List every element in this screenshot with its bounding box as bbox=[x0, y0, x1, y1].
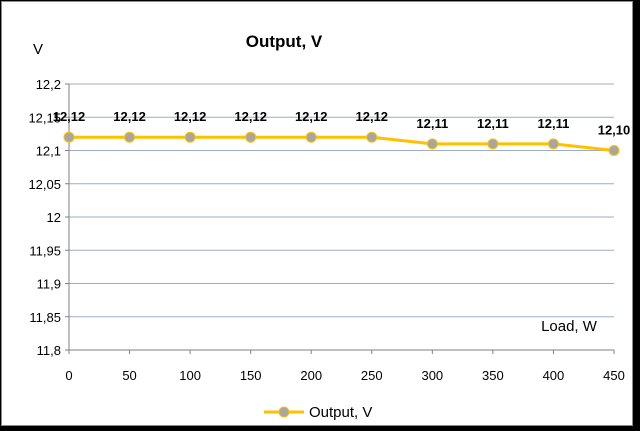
data-label-5: 12,12 bbox=[356, 109, 389, 124]
x-tick-labels: 0 50 100 150 200 250 300 350 400 450 bbox=[65, 368, 624, 383]
y-tick-label-1: 11,85 bbox=[29, 310, 61, 325]
data-label-0: 12,12 bbox=[53, 109, 86, 124]
data-point-6 bbox=[426, 138, 438, 150]
data-label-4: 12,12 bbox=[295, 109, 328, 124]
y-tick-label-5: 12,05 bbox=[28, 177, 61, 192]
data-label-3: 12,12 bbox=[234, 109, 267, 124]
output-voltage-chart: 11,8 11,85 11,9 11,95 12 12,05 12,1 12,15 12,2 0… bbox=[28, 32, 631, 421]
y-tick-label-8: 12,2 bbox=[36, 77, 61, 92]
chart-frame: 11,8 11,85 11,9 11,95 12 12,05 12,1 12,15 12,2 0… bbox=[1, 1, 633, 426]
data-label-8: 12,11 bbox=[538, 116, 570, 131]
data-label-1: 12,12 bbox=[113, 109, 146, 124]
legend: Output, V bbox=[264, 404, 372, 421]
data-point-2 bbox=[184, 131, 196, 143]
series-output-v bbox=[63, 131, 620, 156]
x-tick-label-3: 150 bbox=[240, 368, 262, 383]
data-point-0 bbox=[63, 131, 75, 143]
data-label-7: 12,11 bbox=[477, 116, 509, 131]
data-point-8 bbox=[547, 138, 559, 150]
x-tick-label-0: 0 bbox=[65, 368, 72, 383]
data-label-2: 12,12 bbox=[174, 109, 207, 124]
x-tick-label-8: 400 bbox=[543, 368, 565, 383]
data-point-4 bbox=[305, 131, 317, 143]
data-point-9 bbox=[608, 145, 620, 156]
x-tick-label-5: 250 bbox=[361, 368, 383, 383]
y-tick-label-7: 12,15 bbox=[28, 110, 61, 125]
data-point-1 bbox=[124, 131, 136, 143]
x-axis-title: Load, W bbox=[541, 318, 598, 335]
series-line-output-v bbox=[69, 135, 615, 152]
y-tick-labels: 11,8 11,85 11,9 11,95 12 12,05 12,1 12,15 12,2 bbox=[28, 77, 61, 358]
y-axis-title: V bbox=[33, 41, 43, 58]
x-tick-label-1: 50 bbox=[122, 368, 136, 383]
data-point-7 bbox=[487, 138, 499, 150]
gridlines bbox=[65, 83, 615, 354]
data-label-9: 12,10 bbox=[598, 123, 631, 138]
y-tick-label-2: 11,9 bbox=[37, 277, 61, 292]
y-tick-label-6: 12,1 bbox=[36, 144, 61, 159]
x-tick-label-2: 100 bbox=[179, 368, 201, 383]
x-tick-label-6: 300 bbox=[421, 368, 443, 383]
y-tick-label-4: 12 bbox=[47, 210, 61, 225]
data-point-3 bbox=[245, 131, 257, 143]
legend-entry-output-v: Output, V bbox=[309, 404, 372, 421]
x-tick-label-9: 450 bbox=[603, 368, 625, 383]
chart-title: Output, V bbox=[246, 32, 323, 51]
x-tick-label-4: 200 bbox=[300, 368, 322, 383]
legend-marker-swatch bbox=[278, 406, 290, 418]
x-tick-label-7: 350 bbox=[482, 368, 504, 383]
y-tick-label-0: 11,8 bbox=[37, 343, 61, 358]
data-label-6: 12,11 bbox=[416, 116, 448, 131]
data-point-5 bbox=[366, 131, 378, 143]
data-labels: 12,12 12,12 12,12 12,12 12,12 12,12 12,11 12,11… bbox=[53, 109, 631, 137]
y-tick-label-3: 11,95 bbox=[29, 243, 61, 258]
